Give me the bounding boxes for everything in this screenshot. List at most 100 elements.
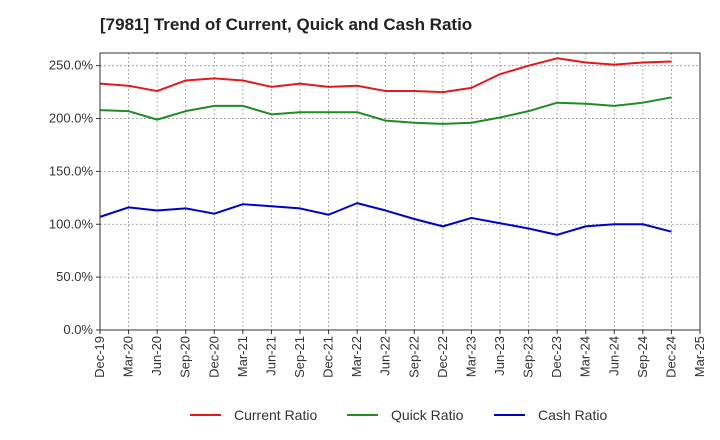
x-tick-label: Jun-22 <box>378 336 393 376</box>
x-tick-label: Jun-21 <box>263 336 278 376</box>
x-tick-label: Dec-21 <box>321 336 336 378</box>
cash-ratio-point <box>613 223 615 225</box>
x-tick-label: Sep-23 <box>521 336 536 378</box>
x-tick-label: Mar-22 <box>349 336 364 377</box>
cash-ratio-point <box>156 210 158 212</box>
current-ratio-point <box>585 62 587 64</box>
quick-ratio-point <box>499 116 501 118</box>
quick-ratio-line <box>99 96 672 125</box>
cash-ratio-point <box>242 203 244 205</box>
quick-ratio-point <box>470 122 472 124</box>
grid <box>99 53 701 331</box>
quick-ratio-point <box>556 102 558 104</box>
quick-ratio-point <box>670 96 672 98</box>
plot-frame <box>99 52 701 331</box>
y-axis-ticks: 0.0% 50.0% 100.0% 150.0% 200.0% 250.0% <box>49 58 100 337</box>
current-ratio-point <box>442 91 444 93</box>
current-ratio-point <box>213 77 215 79</box>
current-ratio-point <box>642 62 644 64</box>
quick-ratio-point <box>356 111 358 113</box>
quick-ratio-point <box>270 113 272 115</box>
x-tick-label: Dec-19 <box>92 336 107 378</box>
current-ratio-point <box>528 65 530 67</box>
y-tick-label: 150.0% <box>49 163 94 178</box>
x-tick-label: Sep-24 <box>635 336 650 378</box>
cash-ratio-legend-label: Cash Ratio <box>538 407 607 423</box>
current-ratio-point <box>613 64 615 66</box>
cash-ratio-point <box>299 207 301 209</box>
quick-ratio-point <box>385 120 387 122</box>
cash-ratio-point <box>670 231 672 233</box>
x-tick-label: Dec-24 <box>663 336 678 378</box>
cash-ratio-point <box>128 206 130 208</box>
current-ratio-point <box>328 86 330 88</box>
y-tick-label: 50.0% <box>56 269 93 284</box>
current-ratio-point <box>242 79 244 81</box>
quick-ratio-point <box>299 111 301 113</box>
current-ratio-point <box>356 85 358 87</box>
chart-title: [7981] Trend of Current, Quick and Cash … <box>100 15 472 34</box>
quick-ratio-point <box>185 110 187 112</box>
current-ratio-point <box>385 90 387 92</box>
x-tick-label: Jun-23 <box>492 336 507 376</box>
y-tick-label: 100.0% <box>49 216 94 231</box>
quick-ratio-point <box>128 110 130 112</box>
legend: Current Ratio Quick Ratio Cash Ratio <box>190 407 607 423</box>
quick-ratio-point <box>242 105 244 107</box>
cash-ratio-point <box>499 222 501 224</box>
x-tick-label: Sep-22 <box>406 336 421 378</box>
cash-ratio-point <box>442 225 444 227</box>
cash-ratio-point <box>585 225 587 227</box>
quick-ratio-point <box>442 123 444 125</box>
x-tick-label: Mar-20 <box>121 336 136 377</box>
quick-ratio-point <box>642 102 644 104</box>
current-ratio-point <box>299 83 301 85</box>
cash-ratio-point <box>213 213 215 215</box>
x-tick-label: Mar-23 <box>463 336 478 377</box>
current-ratio-point <box>413 90 415 92</box>
current-ratio-point <box>470 87 472 89</box>
quick-ratio-point <box>585 103 587 105</box>
quick-ratio-point <box>156 119 158 121</box>
cash-ratio-point <box>528 228 530 230</box>
cash-ratio-point <box>356 202 358 204</box>
cash-ratio-line <box>99 202 672 236</box>
quick-ratio-point <box>213 105 215 107</box>
cash-ratio-point <box>470 217 472 219</box>
x-tick-label: Dec-22 <box>435 336 450 378</box>
cash-ratio-point <box>385 210 387 212</box>
current-ratio-point <box>156 90 158 92</box>
x-tick-label: Jun-24 <box>606 336 621 376</box>
quick-ratio-point <box>328 111 330 113</box>
x-tick-label: Dec-23 <box>549 336 564 378</box>
quick-ratio-point <box>528 110 530 112</box>
x-tick-label: Jun-20 <box>149 336 164 376</box>
y-tick-label: 250.0% <box>49 58 94 73</box>
quick-ratio-point <box>613 105 615 107</box>
cash-ratio-point <box>328 214 330 216</box>
cash-ratio-point <box>642 223 644 225</box>
y-tick-label: 200.0% <box>49 111 94 126</box>
cash-ratio-point <box>185 207 187 209</box>
x-tick-label: Mar-24 <box>578 336 593 377</box>
current-ratio-point <box>670 60 672 62</box>
current-ratio-legend-label: Current Ratio <box>234 407 317 423</box>
x-tick-label: Mar-21 <box>235 336 250 377</box>
y-tick-label: 0.0% <box>63 322 93 337</box>
quick-ratio-legend-label: Quick Ratio <box>391 407 464 423</box>
x-tick-label: Sep-21 <box>292 336 307 378</box>
series-lines <box>99 57 672 236</box>
x-tick-label: Sep-20 <box>178 336 193 378</box>
current-ratio-point <box>499 73 501 75</box>
current-ratio-point <box>270 86 272 88</box>
current-ratio-point <box>128 85 130 87</box>
x-tick-label: Mar-25 <box>692 336 707 377</box>
cash-ratio-point <box>556 234 558 236</box>
current-ratio-line <box>99 57 672 94</box>
x-tick-label: Dec-20 <box>206 336 221 378</box>
current-ratio-point <box>556 57 558 59</box>
cash-ratio-point <box>413 218 415 220</box>
cash-ratio-point <box>270 205 272 207</box>
quick-ratio-point <box>413 122 415 124</box>
